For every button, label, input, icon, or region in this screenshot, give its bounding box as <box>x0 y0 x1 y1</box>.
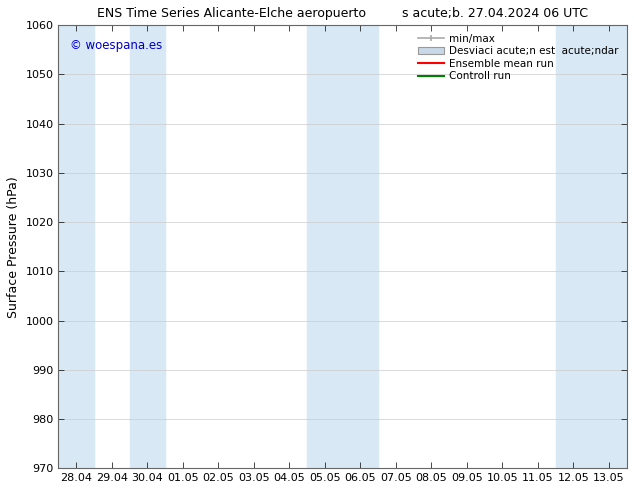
Bar <box>58 25 94 468</box>
Text: © woespana.es: © woespana.es <box>70 39 162 51</box>
Title: ENS Time Series Alicante-Elche aeropuerto         s acute;b. 27.04.2024 06 UTC: ENS Time Series Alicante-Elche aeropuert… <box>97 7 588 20</box>
Y-axis label: Surface Pressure (hPa): Surface Pressure (hPa) <box>7 176 20 318</box>
Bar <box>307 25 378 468</box>
Legend: min/max, Desviaci acute;n est  acute;ndar, Ensemble mean run, Controll run: min/max, Desviaci acute;n est acute;ndar… <box>415 30 621 85</box>
Bar <box>129 25 165 468</box>
Bar <box>555 25 626 468</box>
